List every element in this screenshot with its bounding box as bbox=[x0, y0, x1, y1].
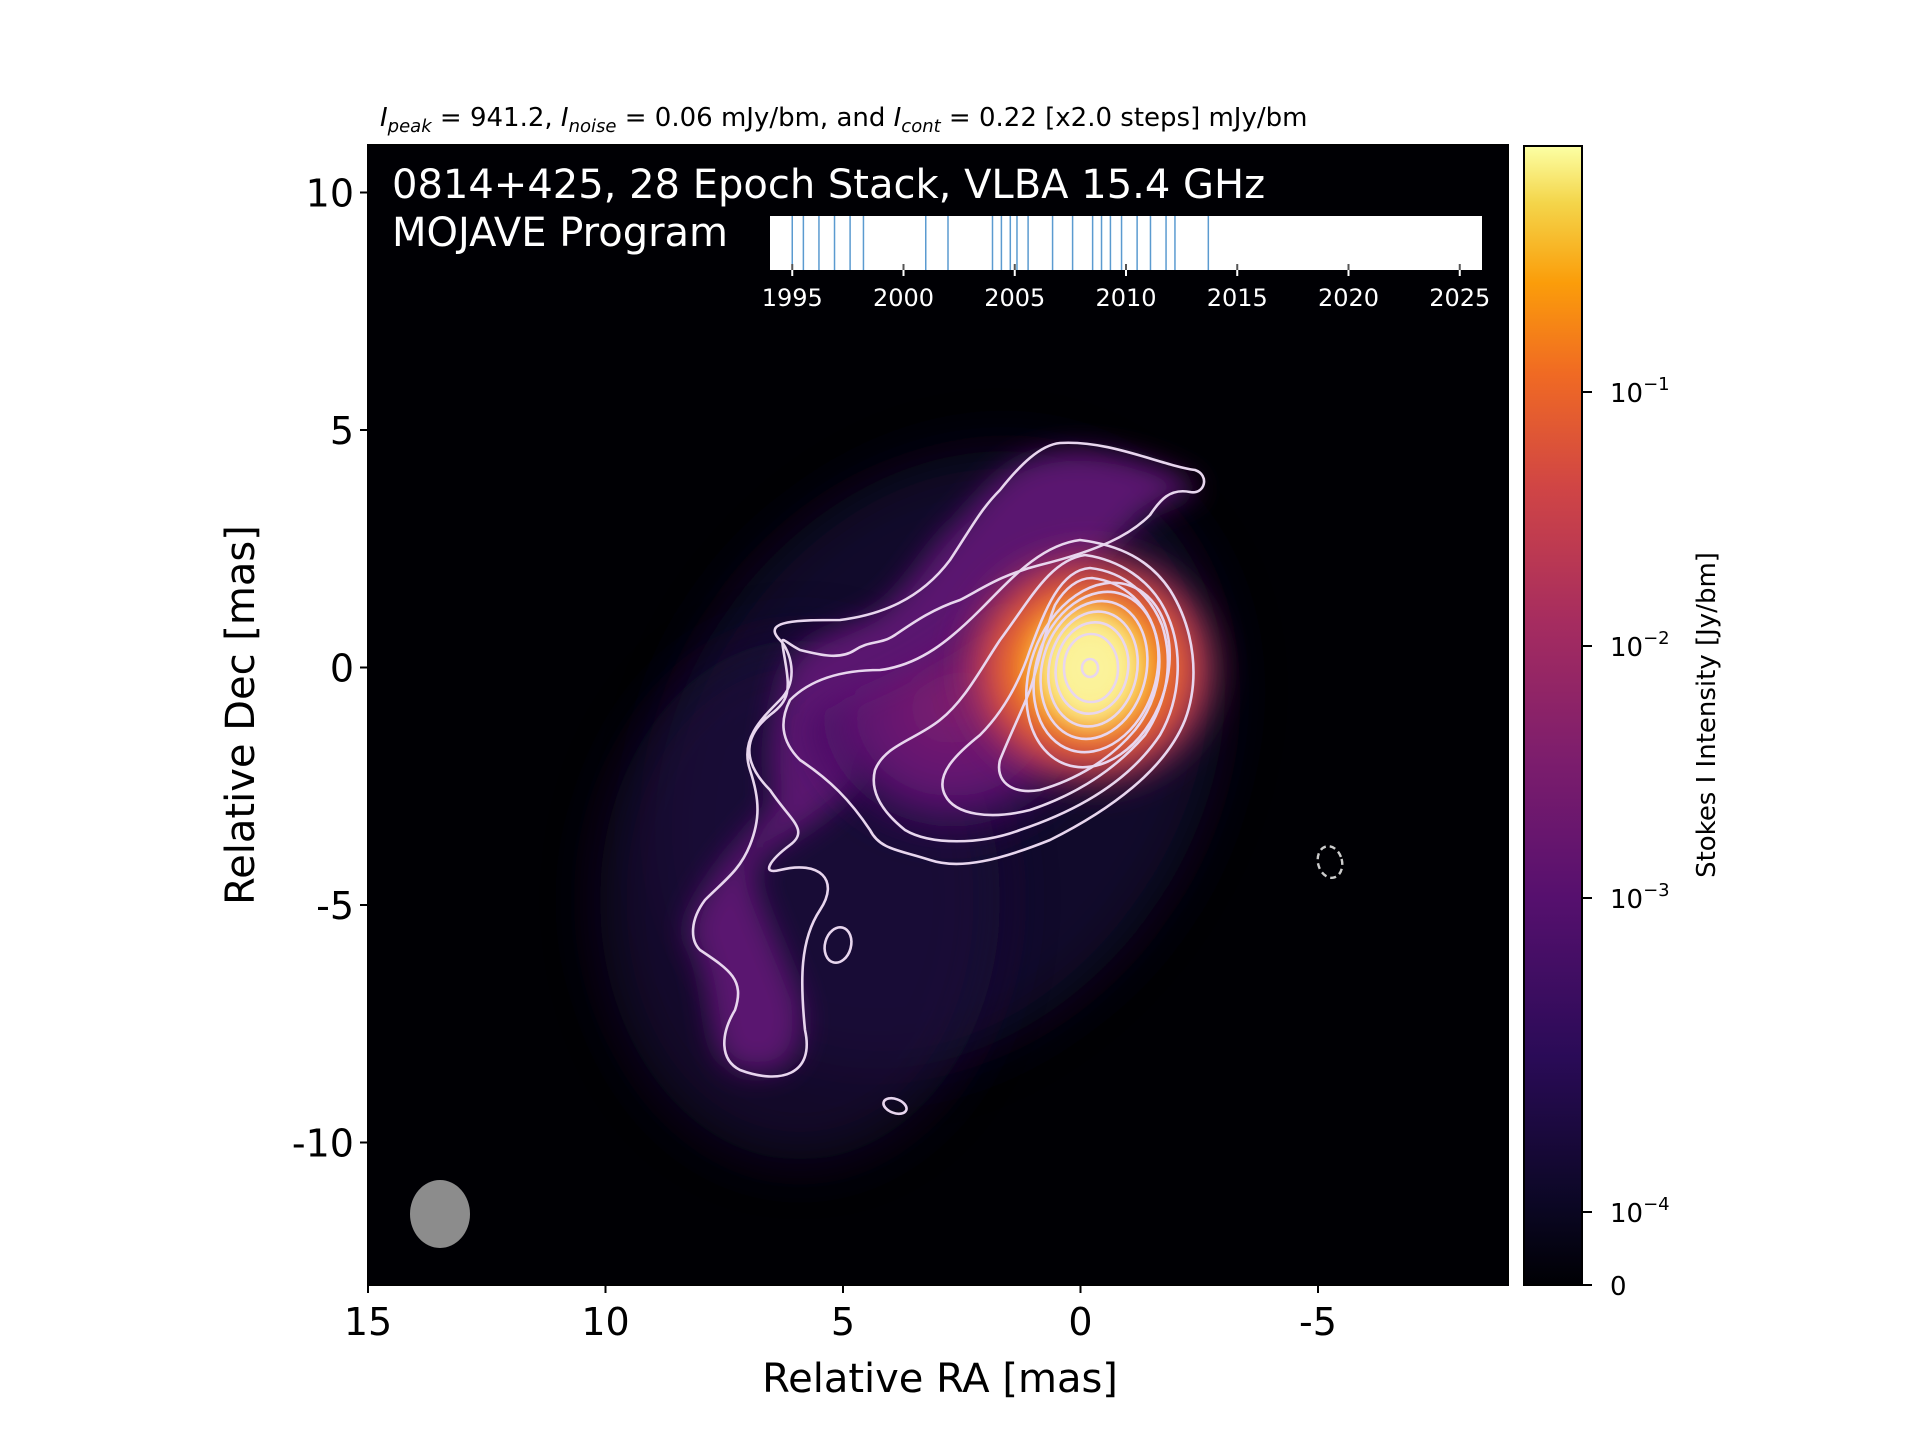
x-axis: 15 10 5 0 -5 bbox=[344, 1285, 1337, 1344]
y-tick-label: 10 bbox=[306, 172, 354, 216]
colorbar-tick-label: 10−1 bbox=[1610, 374, 1670, 409]
contour-level-4 bbox=[941, 566, 1170, 817]
x-tick-label: 0 bbox=[1068, 1300, 1092, 1344]
timeline-background bbox=[770, 216, 1482, 270]
x-tick-label: 15 bbox=[344, 1300, 392, 1344]
timeline-tick-label: 2010 bbox=[1095, 284, 1156, 312]
contour-level-1 bbox=[691, 441, 1206, 1078]
colorbar-tick-label: 0 bbox=[1610, 1272, 1627, 1302]
jet-emission bbox=[688, 450, 1200, 1073]
x-axis-label: Relative RA [mas] bbox=[762, 1356, 1118, 1402]
contour-level-6 bbox=[1025, 581, 1171, 769]
plot-frame bbox=[367, 144, 1509, 1286]
colorbar-tick-label: 10−3 bbox=[1610, 880, 1670, 915]
contour-level-3 bbox=[872, 553, 1180, 843]
x-tick-label: 5 bbox=[831, 1300, 855, 1344]
program-label: MOJAVE Program bbox=[392, 210, 728, 256]
source-label: 0814+425, 28 Epoch Stack, VLBA 15.4 GHz bbox=[392, 162, 1265, 208]
y-tick-label: 0 bbox=[330, 647, 354, 691]
x-tick-label: 10 bbox=[581, 1300, 629, 1344]
colorbar-gradient bbox=[1523, 145, 1583, 1286]
timeline-tick-label: 2000 bbox=[873, 284, 934, 312]
chart-title: Ipeak = 941.2, Inoise = 0.06 mJy/bm, and… bbox=[380, 103, 1307, 137]
y-tick-label: -10 bbox=[292, 1122, 354, 1166]
timeline-tick-label: 1995 bbox=[762, 284, 823, 312]
contour-level-8 bbox=[1039, 599, 1149, 741]
y-tick-label: 5 bbox=[330, 409, 354, 453]
colorbar-tick-label: 10−2 bbox=[1610, 628, 1670, 663]
colorbar: 0 10−4 10−3 10−2 10−1 Stokes I Intensity [Jy… bbox=[1523, 145, 1722, 1302]
colorbar-label: Stokes I Intensity [Jy/bm] bbox=[1692, 552, 1722, 878]
x-tick-label: -5 bbox=[1299, 1300, 1337, 1344]
contour-level-9 bbox=[1047, 610, 1139, 728]
negative-contour bbox=[1316, 845, 1344, 879]
contour-lines bbox=[691, 441, 1206, 1116]
timeline-tick-label: 2020 bbox=[1318, 284, 1379, 312]
contour-level-10 bbox=[1054, 620, 1130, 716]
timeline-tick-label: 2005 bbox=[984, 284, 1045, 312]
contour-level-7 bbox=[1032, 590, 1160, 754]
contour-island-1 bbox=[823, 925, 853, 965]
y-axis: 10 5 0 -5 -10 bbox=[292, 172, 368, 1166]
contour-level-2 bbox=[782, 538, 1195, 866]
beam-ellipse bbox=[410, 1180, 470, 1248]
timeline-tick-label: 2025 bbox=[1429, 284, 1490, 312]
timeline-tick-label: 2015 bbox=[1207, 284, 1268, 312]
image-panel: 0814+425, 28 Epoch Stack, VLBA 15.4 GHz … bbox=[367, 144, 1509, 1286]
y-axis-label: Relative Dec [mas] bbox=[218, 525, 264, 905]
colorbar-tick-label: 10−4 bbox=[1610, 1194, 1670, 1229]
contour-level-12 bbox=[1080, 657, 1100, 679]
contour-level-11 bbox=[1062, 632, 1120, 704]
epoch-timeline: 1995 2000 2005 2010 2015 2020 2025 bbox=[762, 216, 1490, 312]
contour-island-2 bbox=[882, 1096, 908, 1116]
y-tick-label: -5 bbox=[316, 884, 354, 928]
